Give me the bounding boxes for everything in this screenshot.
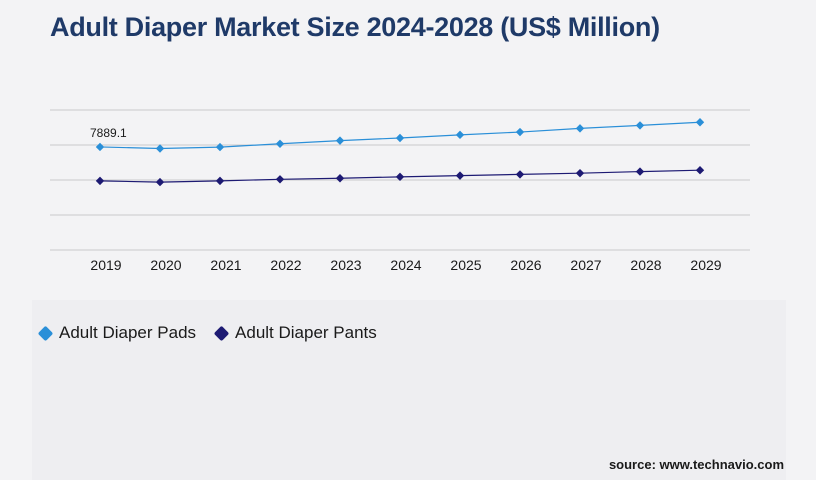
data-point-pads bbox=[515, 127, 525, 137]
legend-label-pads: Adult Diaper Pads bbox=[59, 323, 197, 342]
x-tick-label: 2024 bbox=[390, 257, 421, 273]
legend-background bbox=[32, 300, 786, 480]
data-point-pants bbox=[515, 170, 525, 179]
legend-item-pants[interactable]: Adult Diaper Pants bbox=[213, 323, 377, 343]
x-tick-label: 2019 bbox=[90, 257, 121, 273]
data-point-pants bbox=[575, 168, 585, 178]
x-tick-label: 2023 bbox=[330, 257, 361, 273]
x-tick-label: 2022 bbox=[270, 257, 301, 273]
x-tick-label: 2027 bbox=[570, 257, 601, 273]
x-tick-label: 2026 bbox=[510, 257, 541, 273]
data-point-pads bbox=[575, 124, 585, 133]
legend: Adult Diaper Pads Adult Diaper Pants bbox=[37, 323, 397, 343]
series-points bbox=[95, 118, 705, 187]
data-point-pads bbox=[695, 118, 705, 127]
source-credit: source: www.technavio.com bbox=[608, 457, 784, 472]
data-point-pants bbox=[155, 177, 165, 187]
data-point-pants bbox=[395, 172, 405, 182]
legend-marker-pants bbox=[213, 325, 230, 341]
x-tick-label: 2025 bbox=[450, 257, 481, 273]
line-chart: 2019 2020 2021 2022 2023 2024 2025 2026 2027 2028… bbox=[50, 109, 750, 273]
data-point-pants bbox=[275, 175, 285, 184]
chart-title: Adult Diaper Market Size 2024-2028 (US$ … bbox=[50, 12, 660, 42]
data-label: 7889.1 bbox=[90, 126, 127, 140]
legend-item-pads[interactable]: Adult Diaper Pads bbox=[37, 323, 197, 343]
data-point-pants bbox=[635, 167, 645, 176]
data-point-pads bbox=[395, 133, 405, 143]
data-point-pants bbox=[695, 166, 705, 175]
x-tick-label: 2028 bbox=[630, 257, 661, 273]
data-point-pants bbox=[455, 171, 465, 180]
data-point-pads bbox=[635, 121, 645, 130]
data-point-pants bbox=[335, 174, 345, 183]
data-point-pants bbox=[215, 176, 225, 186]
legend-marker-pads bbox=[37, 325, 54, 341]
data-point-pads bbox=[155, 144, 165, 153]
data-point-pads bbox=[275, 139, 285, 148]
data-labels: 7889.1 bbox=[90, 126, 127, 140]
data-point-pads bbox=[335, 136, 345, 145]
x-tick-label: 2021 bbox=[210, 257, 241, 273]
data-point-pads bbox=[95, 142, 105, 152]
x-tick-label: 2020 bbox=[150, 257, 181, 273]
data-point-pants bbox=[95, 176, 105, 186]
grid-lines bbox=[50, 109, 750, 251]
x-tick-labels: 2019 2020 2021 2022 2023 2024 2025 2026 2027 2028… bbox=[90, 257, 721, 273]
data-point-pads bbox=[215, 142, 225, 152]
legend-label-pants: Adult Diaper Pants bbox=[235, 323, 377, 342]
x-tick-label: 2029 bbox=[690, 257, 721, 273]
data-point-pads bbox=[455, 130, 465, 140]
